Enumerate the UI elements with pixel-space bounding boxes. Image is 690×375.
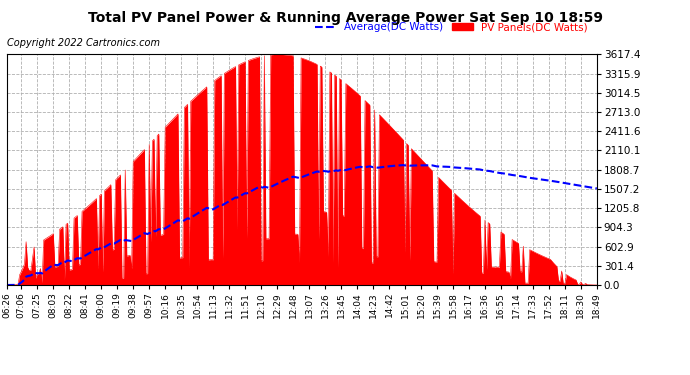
- Text: Copyright 2022 Cartronics.com: Copyright 2022 Cartronics.com: [7, 38, 160, 48]
- Legend: Average(DC Watts), PV Panels(DC Watts): Average(DC Watts), PV Panels(DC Watts): [311, 18, 591, 36]
- Text: Total PV Panel Power & Running Average Power Sat Sep 10 18:59: Total PV Panel Power & Running Average P…: [88, 11, 602, 25]
